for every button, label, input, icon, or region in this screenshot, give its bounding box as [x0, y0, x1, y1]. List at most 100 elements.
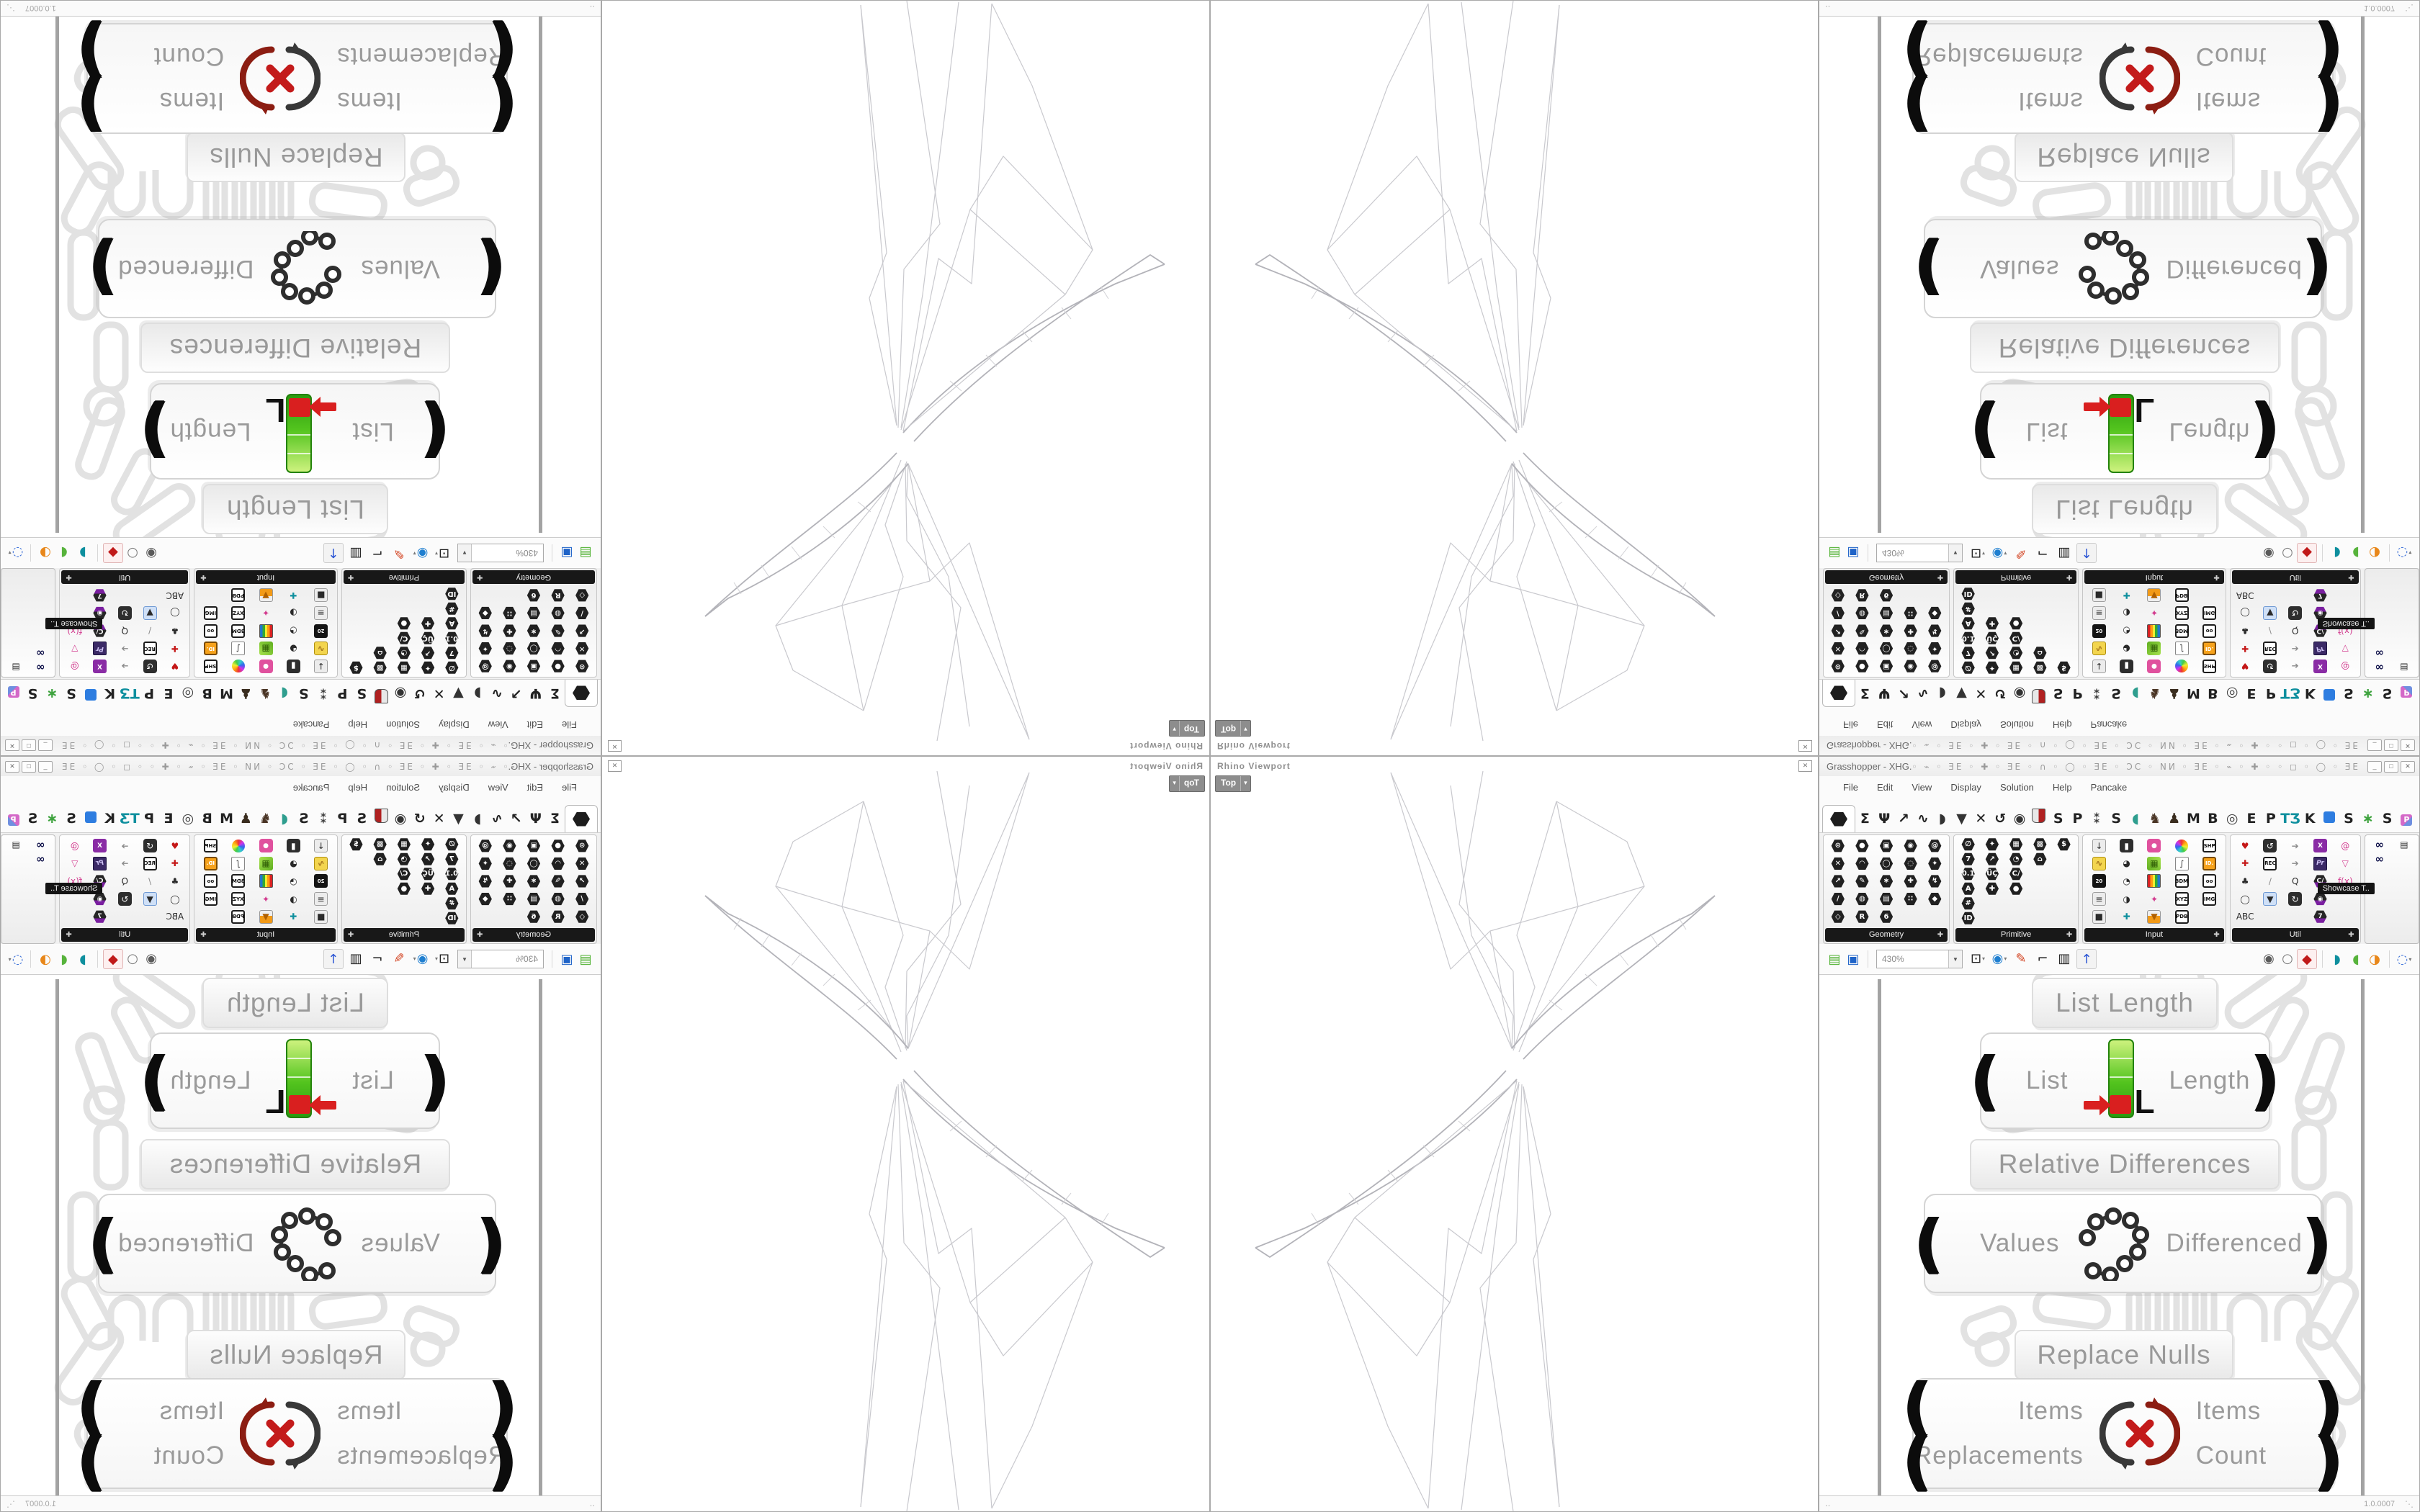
- tab-s-plugin-2[interactable]: S: [298, 685, 309, 701]
- box-param-icon[interactable]: ▣: [526, 660, 540, 673]
- tab-m-plugin[interactable]: M: [220, 811, 233, 827]
- preview-wireframe-button[interactable]: ○: [2278, 949, 2297, 968]
- widget-panel-button[interactable]: ▥: [2055, 949, 2074, 968]
- menu-edit[interactable]: Edit: [1876, 719, 1894, 731]
- mesh-param-icon[interactable]: ∗: [526, 624, 540, 638]
- concatenate-icon[interactable]: ABC: [2236, 912, 2254, 922]
- spiral-param-icon[interactable]: @: [478, 660, 492, 673]
- minimize-button[interactable]: _: [2367, 739, 2382, 752]
- data-recorder-icon[interactable]: REC: [143, 642, 157, 656]
- panel-caption[interactable]: Input ✚: [196, 570, 336, 584]
- chevron-down-icon[interactable]: ▼: [1948, 544, 1962, 562]
- id-tag-icon[interactable]: ID.: [203, 642, 218, 656]
- document-preview-green-button[interactable]: ◖: [2347, 544, 2365, 562]
- presentation-board-icon[interactable]: ▤: [2400, 839, 2408, 850]
- tab-curve[interactable]: ∿: [491, 811, 503, 827]
- tab-round-plugin[interactable]: ◎: [2226, 685, 2238, 701]
- graph-mapper-icon[interactable]: ∫: [2174, 856, 2189, 870]
- loop-start-icon[interactable]: ↺: [143, 839, 157, 853]
- tab-vector[interactable]: ↗: [1898, 811, 1910, 827]
- tab-mesh[interactable]: ▼: [453, 811, 464, 827]
- tab-b-plugin[interactable]: B: [202, 811, 212, 827]
- panel-icon[interactable]: ■: [2092, 909, 2106, 924]
- panel-caption[interactable]: Geometry ✚: [472, 570, 595, 584]
- vr-goggles-badge-icon[interactable]: ∞: [35, 661, 45, 675]
- pentagon-param-icon[interactable]: ⌂: [2033, 852, 2047, 865]
- document-preview-green-button[interactable]: ◖: [55, 950, 73, 968]
- guid-param-icon[interactable]: ID: [445, 912, 459, 925]
- text-param-icon[interactable]: A: [1961, 882, 1975, 895]
- data-dam-icon[interactable]: ➔: [121, 661, 129, 672]
- id-tag-icon[interactable]: ID.: [2202, 642, 2217, 656]
- ring-icon[interactable]: ◯: [170, 608, 180, 618]
- galapagos-icon[interactable]: ▼: [143, 892, 157, 906]
- viewport-projection-button[interactable]: Top ▾: [1169, 775, 1205, 792]
- zoom-extents-button[interactable]: ⊡ ▾: [433, 544, 452, 563]
- matrix-param-icon[interactable]: ▦: [397, 837, 411, 851]
- integer-param-icon[interactable]: 7: [1961, 852, 1975, 865]
- maximize-button[interactable]: □: [2384, 760, 2398, 773]
- curve-param-icon[interactable]: ✕: [1831, 642, 1845, 655]
- tab-s-plugin[interactable]: S: [2053, 811, 2063, 827]
- showcase-caption-label[interactable]: Showcase T..: [2317, 618, 2375, 629]
- ball-param-icon[interactable]: ●: [2009, 616, 2023, 630]
- widget-corner-button[interactable]: ⌐: [368, 949, 387, 968]
- number-slider-icon[interactable]: ●: [2147, 659, 2161, 673]
- circle-param-icon[interactable]: ●: [1855, 660, 1869, 673]
- tab-e-plugin[interactable]: E: [163, 811, 174, 827]
- timer-icon[interactable]: ↻: [2288, 606, 2303, 620]
- dial-icon[interactable]: ◔: [2123, 626, 2130, 636]
- surface-param-icon[interactable]: ◍: [551, 892, 565, 906]
- graph-mapper-icon[interactable]: ∫: [231, 856, 246, 870]
- zoom-combobox[interactable]: 430% ▼: [457, 950, 544, 968]
- vr-goggles-badge-icon[interactable]: ∞: [2375, 837, 2385, 851]
- null-param-icon[interactable]: ∅: [445, 661, 459, 675]
- relay-icon[interactable]: ➔: [2291, 858, 2299, 869]
- brep-param-icon[interactable]: ◉: [503, 839, 516, 852]
- group-label[interactable]: List Length: [2032, 484, 2218, 534]
- tab-s-plugin-2[interactable]: S: [298, 811, 309, 827]
- box-param-icon[interactable]: ▣: [1879, 840, 1894, 852]
- chevron-down-icon[interactable]: ▼: [458, 544, 472, 562]
- tab-pancake[interactable]: P: [4, 811, 23, 832]
- button-icon[interactable]: ▮: [2120, 839, 2134, 853]
- transform-param-icon[interactable]: 6: [1879, 910, 1894, 923]
- sketch-param-icon[interactable]: ✎: [551, 874, 565, 888]
- panel-caption[interactable]: Input ✚: [196, 928, 336, 942]
- rect-param-icon[interactable]: ◇: [1831, 588, 1845, 602]
- group-label[interactable]: Replace Nulls: [2015, 132, 2233, 182]
- tab-s-plugin-3[interactable]: S: [66, 811, 76, 827]
- tab-grasshopper[interactable]: ∗: [46, 685, 58, 701]
- import-icon[interactable]: ↓: [2092, 659, 2106, 673]
- pdb-chip-icon[interactable]: PDB: [2174, 909, 2189, 924]
- sphere-param-icon[interactable]: ◯: [526, 642, 540, 655]
- x-list-icon[interactable]: X: [2313, 659, 2327, 673]
- minimize-button[interactable]: _: [38, 739, 53, 752]
- lasso-selection-button[interactable]: ◌ ▾: [6, 950, 25, 968]
- timer-icon[interactable]: ↻: [2288, 892, 2303, 906]
- gizmo-icon[interactable]: ✚: [2123, 912, 2130, 922]
- hatch-param-icon[interactable]: ▩: [373, 837, 387, 851]
- rect-param-icon[interactable]: ◇: [575, 910, 589, 924]
- colour-wheel-icon[interactable]: [2175, 839, 2189, 852]
- tab-display[interactable]: ◉: [2013, 811, 2026, 827]
- calendar-icon[interactable]: 20: [2092, 624, 2106, 638]
- tab-params[interactable]: [1822, 680, 1855, 707]
- preview-eye-button[interactable]: ◉ ▾: [411, 949, 430, 968]
- tab-e-plugin[interactable]: E: [2246, 811, 2257, 827]
- document-preview-green-button[interactable]: ◖: [55, 544, 73, 562]
- resize-grip[interactable]: ⋱: [2405, 3, 2414, 14]
- scribble-icon[interactable]: ∿: [314, 642, 328, 656]
- tab-params[interactable]: [565, 805, 598, 832]
- pdb-chip-icon[interactable]: PDB: [231, 588, 246, 603]
- concatenate-icon[interactable]: ABC: [166, 912, 184, 922]
- panel-caption[interactable]: Util ✚: [2231, 570, 2359, 584]
- eyes-chip-icon[interactable]: oo: [2202, 874, 2217, 888]
- group-label[interactable]: List Length: [202, 484, 388, 534]
- vr-goggles-icon[interactable]: ∞: [35, 647, 45, 660]
- cherry-picker-icon[interactable]: ♥: [2241, 840, 2249, 851]
- zoom-extents-button[interactable]: ⊡ ▾: [1968, 949, 1987, 968]
- tab-t3-plugin[interactable]: TƷ: [2280, 685, 2300, 701]
- import-coords-icon[interactable]: ✦: [2150, 894, 2158, 904]
- preview-wireframe-button[interactable]: ○: [123, 544, 142, 563]
